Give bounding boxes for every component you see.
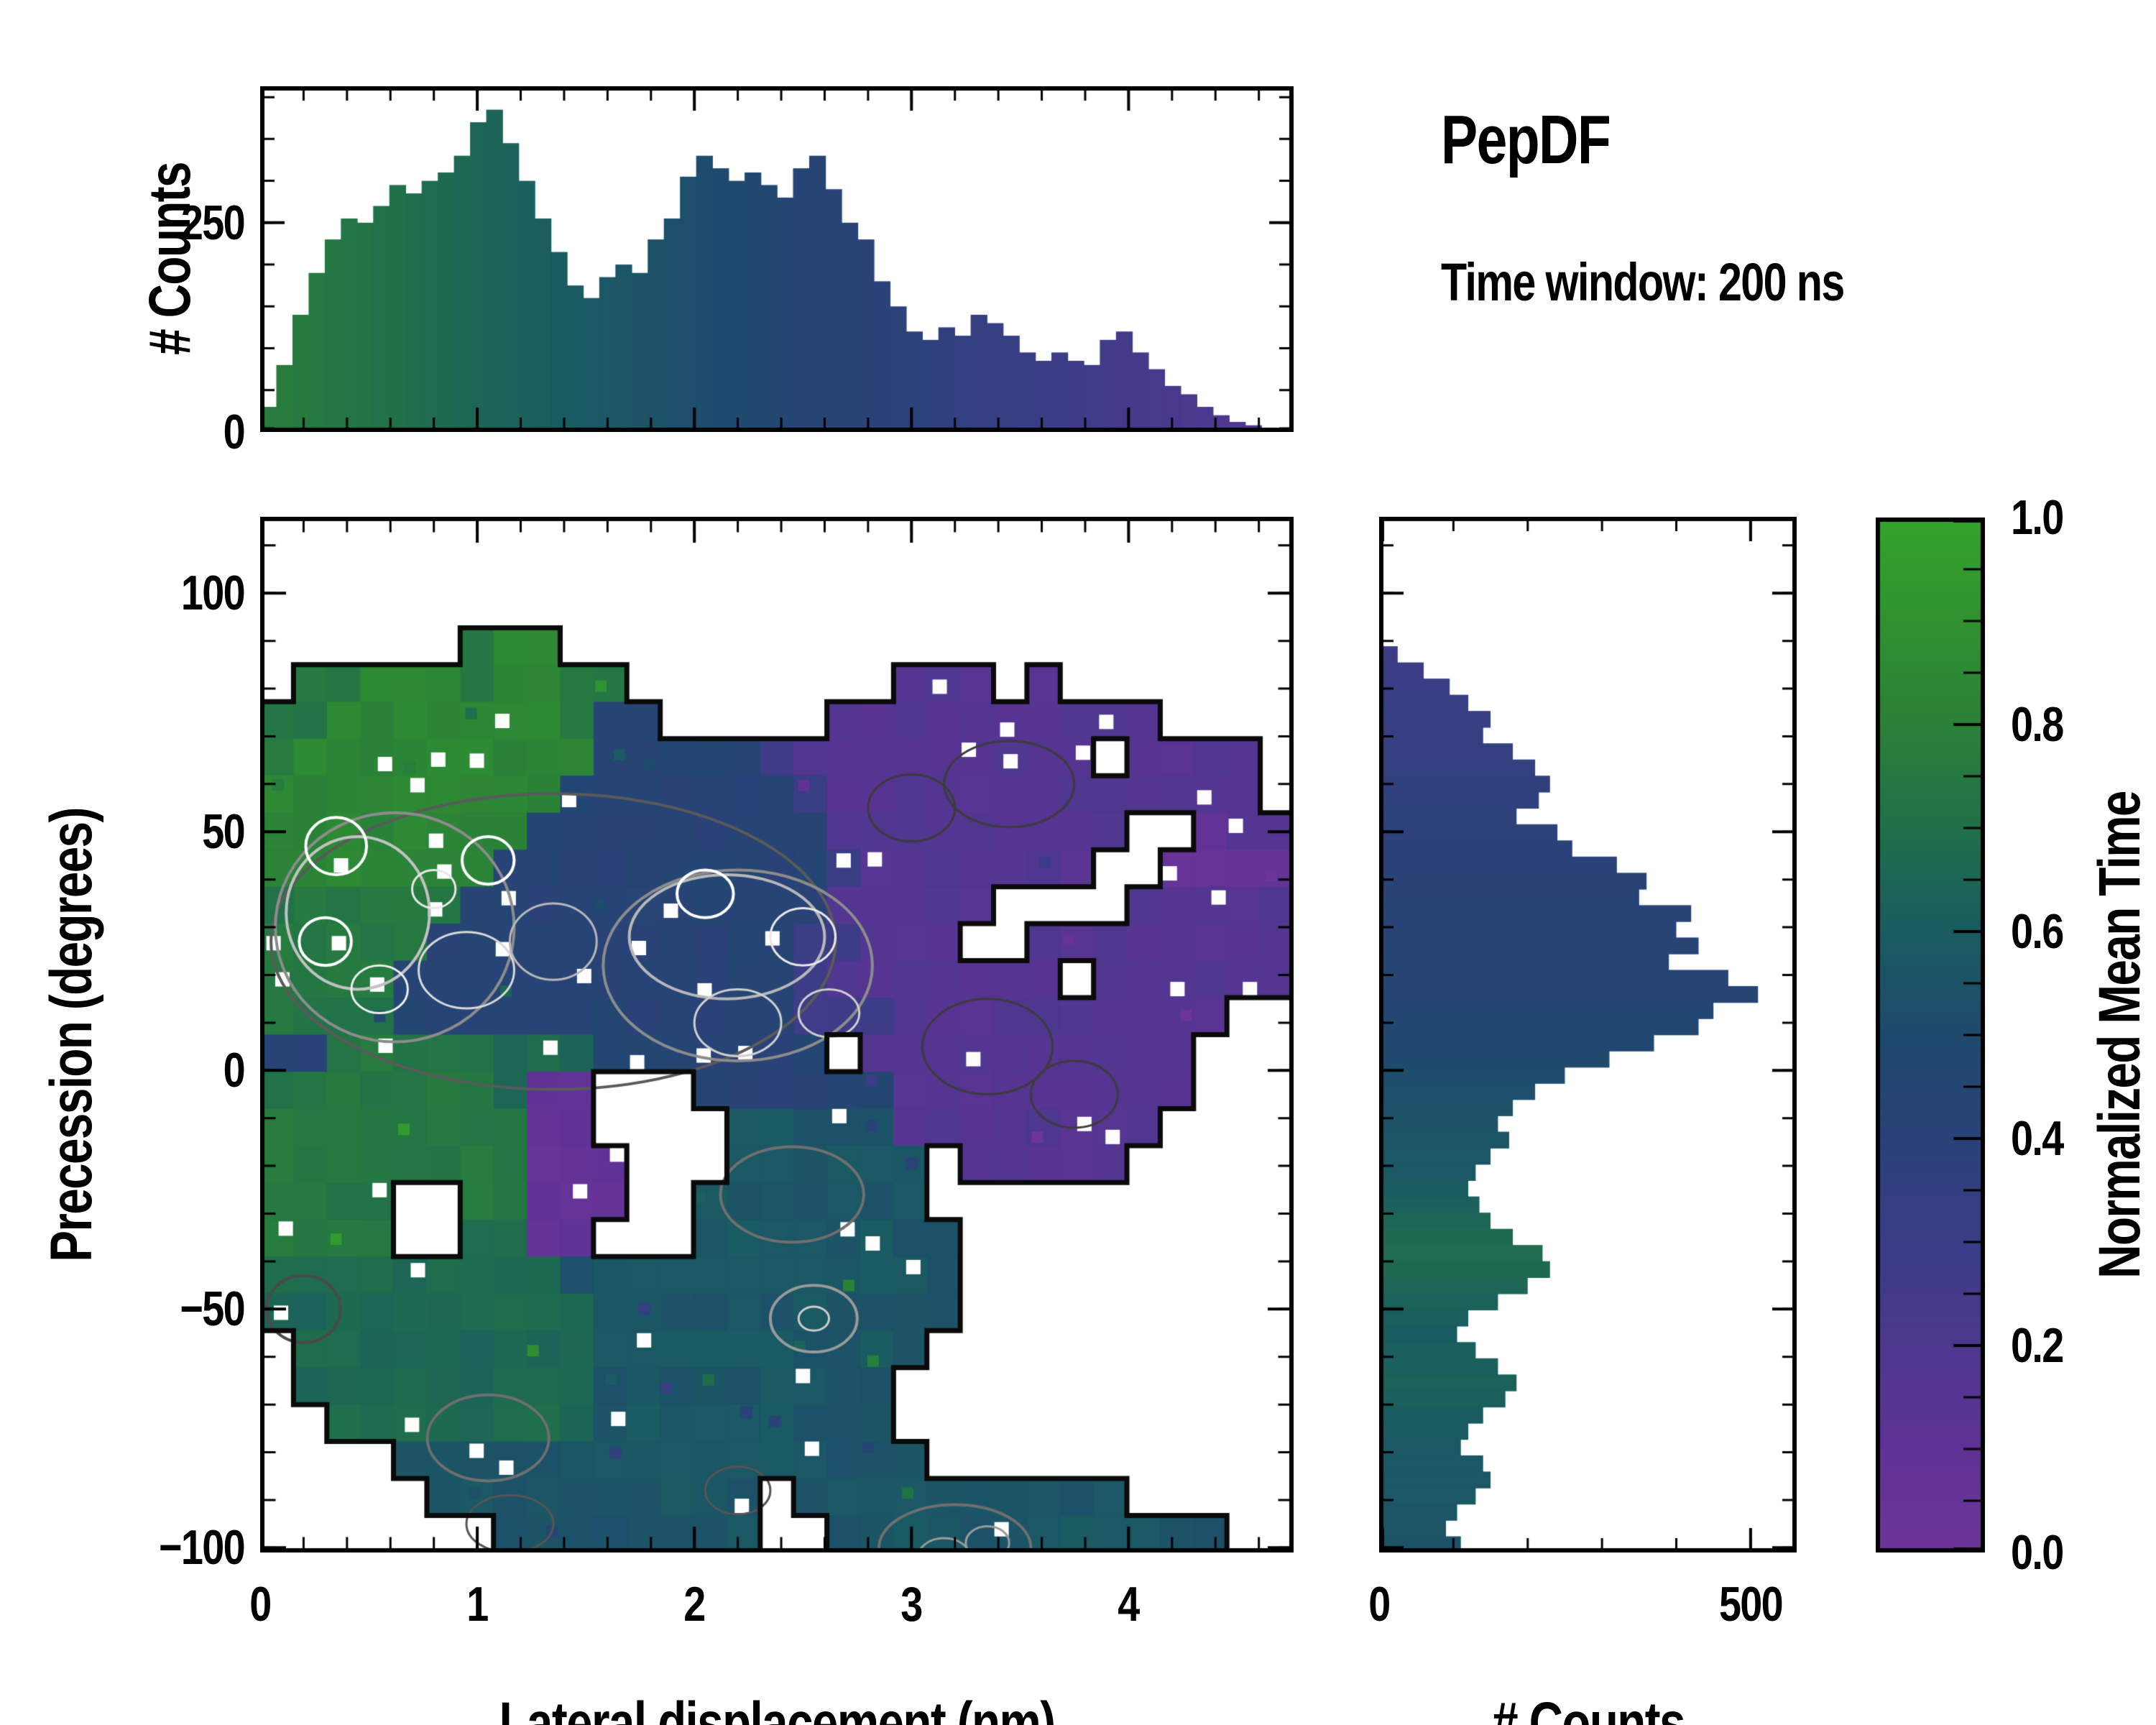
- main-ytick-label: 50: [202, 804, 245, 860]
- figure-title: PepDF: [1441, 101, 1611, 178]
- right-histogram-canvas: [1379, 517, 1797, 1552]
- main-xtick-label: 0: [249, 1577, 272, 1632]
- colorbar-canvas: [1876, 518, 1985, 1552]
- right-hist-xtick-label: 0: [1368, 1577, 1391, 1632]
- colorbar-tick-label: 0.0: [2011, 1525, 2064, 1580]
- main-xtick-label: 1: [466, 1577, 489, 1632]
- colorbar-tick-label: 0.2: [2011, 1318, 2064, 1373]
- main-ytick-label: −50: [180, 1282, 245, 1337]
- colorbar-tick-label: 0.8: [2011, 697, 2064, 752]
- colorbar-tick-label: 1.0: [2011, 490, 2064, 545]
- main-heatmap-canvas: [260, 517, 1294, 1552]
- main-ylabel: Precession (degrees): [39, 808, 104, 1262]
- main-ytick-label: 100: [180, 566, 246, 621]
- right-hist-xlabel: # Counts: [1492, 1690, 1685, 1725]
- top-hist-ytick-label: 0: [223, 405, 246, 459]
- main-xtick-label: 3: [900, 1577, 923, 1632]
- colorbar-tick-label: 0.6: [2011, 904, 2064, 959]
- main-xlabel: Lateral displacement (nm): [499, 1690, 1056, 1725]
- colorbar-tick-label: 0.4: [2011, 1111, 2064, 1166]
- colorbar-label: Normalized Mean Time: [2087, 791, 2152, 1279]
- main-ytick-label: 0: [223, 1043, 246, 1098]
- main-xtick-label: 4: [1118, 1577, 1141, 1632]
- main-xtick-label: 2: [683, 1577, 706, 1632]
- top-hist-ytick-label: 250: [180, 195, 246, 250]
- main-ytick-label: −100: [158, 1520, 246, 1576]
- top-histogram-canvas: [260, 86, 1294, 432]
- figure-subtitle: Time window: 200 ns: [1441, 252, 1845, 312]
- right-hist-xtick-label: 500: [1718, 1577, 1784, 1632]
